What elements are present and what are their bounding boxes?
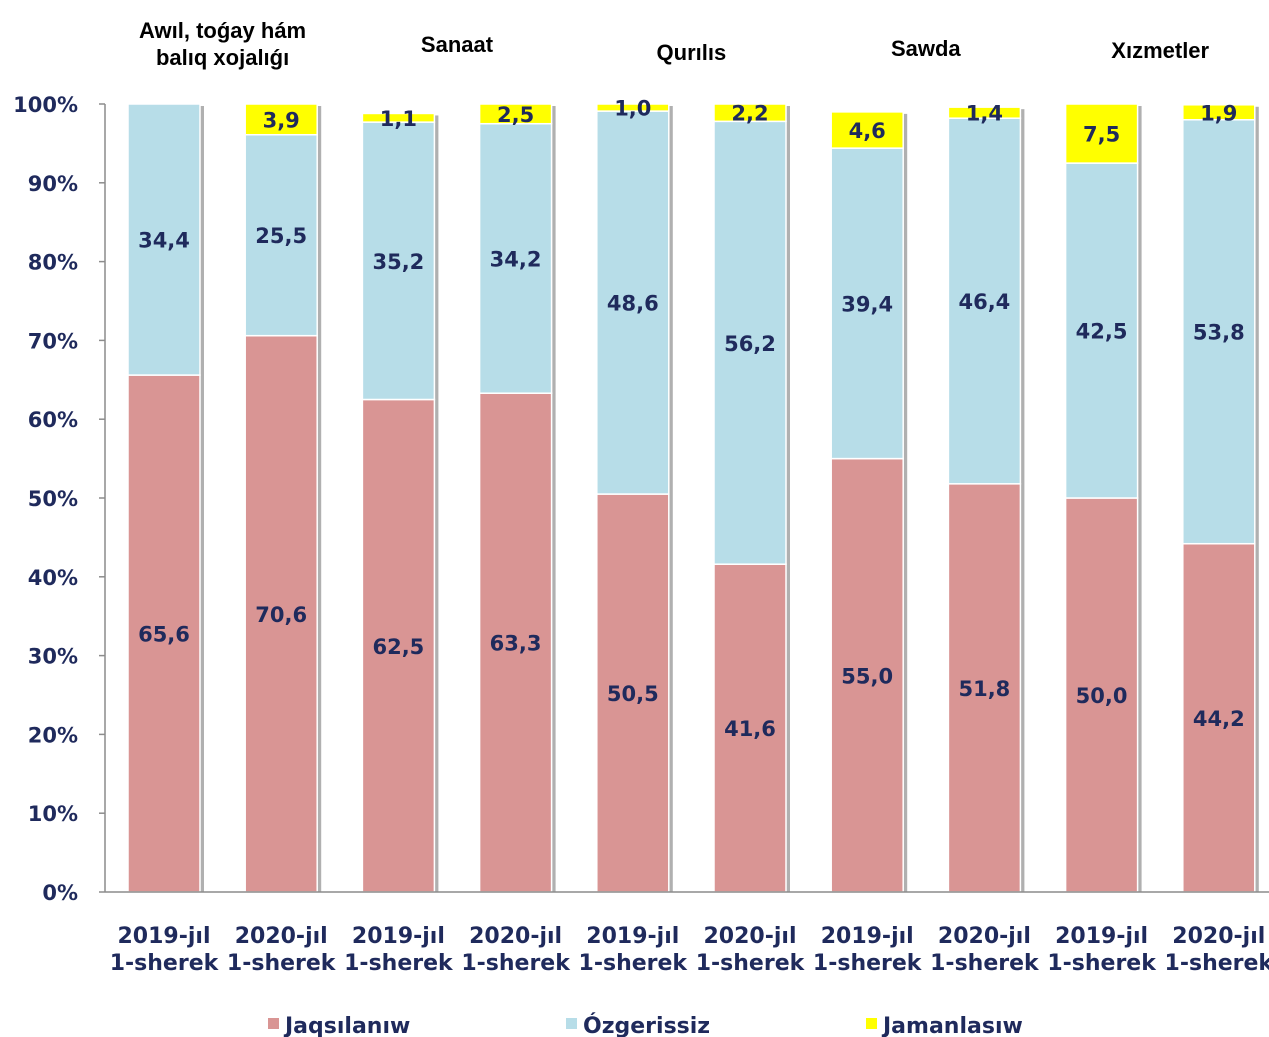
data-label: 50,0 xyxy=(1076,684,1128,708)
x-tick-label: 2019-jıl 1-sherek xyxy=(344,924,454,976)
bar-segment-1 xyxy=(830,147,904,460)
bar-segment-2 xyxy=(244,103,318,136)
x-tick-label: 2019-jıl 1-sherek xyxy=(1047,924,1157,976)
bar-stack: 41,6 56,2 2,2 xyxy=(713,102,790,893)
data-label: 48,6 xyxy=(607,292,659,316)
legend-swatch xyxy=(268,1018,279,1029)
bar-stack: 65,6 34,4 xyxy=(127,103,204,893)
data-label: 1,0 xyxy=(614,97,651,121)
data-label: 1,4 xyxy=(966,102,1003,126)
group-title: Xızmetler xyxy=(1111,38,1209,63)
data-label: 2,5 xyxy=(497,103,534,127)
y-axis: 0% 10% 20% 30% 40% 50% 60% 70% 80% 90% 100% xyxy=(13,93,106,905)
data-label: 55,0 xyxy=(841,664,893,688)
data-label: 62,5 xyxy=(372,635,424,659)
y-tick-label: 90% xyxy=(28,172,78,196)
y-tick-label: 70% xyxy=(28,329,78,353)
data-label: 34,4 xyxy=(138,229,190,253)
bar-segment-2 xyxy=(361,112,436,123)
group-title: Sawda xyxy=(891,36,961,61)
data-label: 3,9 xyxy=(263,108,300,132)
bar-segment-1 xyxy=(127,103,201,376)
bar-segment-1 xyxy=(244,133,318,337)
bar-stack: 51,8 46,4 1,4 xyxy=(947,102,1025,893)
bar-segment-2 xyxy=(830,111,904,149)
y-tick-label: 10% xyxy=(28,802,78,826)
x-tick-label: 2019-jıl 1-sherek xyxy=(110,924,220,976)
bar-segment-1 xyxy=(947,117,1022,485)
bar-segment-0 xyxy=(127,374,201,893)
x-tick-label: 2020-jıl 1-sherek xyxy=(930,924,1040,976)
data-label: 46,4 xyxy=(958,290,1010,314)
x-tick-label: 2020-jıl 1-sherek xyxy=(461,924,571,976)
x-tick-label: 2019-jıl 1-sherek xyxy=(813,924,923,976)
bar-segment-1 xyxy=(596,110,670,495)
bar-segment-1 xyxy=(713,120,787,565)
data-label: 7,5 xyxy=(1083,123,1120,147)
data-label: 39,4 xyxy=(841,292,893,316)
bar-stack: 50,5 48,6 1,0 xyxy=(596,97,673,893)
data-label: 51,8 xyxy=(958,677,1010,701)
bar-segment-2 xyxy=(1182,104,1256,121)
bar-stack: 70,6 25,5 3,9 xyxy=(244,103,322,893)
group-title: Sanaat xyxy=(421,32,494,57)
bar-stack: 63,3 34,2 2,5 xyxy=(478,103,556,893)
group-titles: Awıl, toǵay hám balıq xojalıǵı Sanaat Qurıl… xyxy=(139,18,1209,70)
bar-stack: 55,0 39,4 4,6 xyxy=(830,111,908,893)
plot-area: 65,6 34,4 70,6 25,5 3,9 62,5 35,2 1,1 63,3 34,2 2,… xyxy=(127,97,1259,893)
group-title: Qurılıs xyxy=(657,40,727,65)
data-label: 34,2 xyxy=(490,247,542,271)
y-tick-label: 40% xyxy=(28,566,78,590)
legend-label: Jaqsılanıw xyxy=(283,1014,410,1037)
legend: Jaqsılanıw Ózgerissiz Jamanlasıw xyxy=(268,1013,1023,1037)
bar-segment-2 xyxy=(1064,103,1139,164)
x-tick-label: 2020-jıl 1-sherek xyxy=(1165,924,1269,976)
legend-label: Jamanlasıw xyxy=(881,1014,1023,1037)
data-label: 70,6 xyxy=(255,603,307,627)
bar-segment-2 xyxy=(478,103,553,125)
data-label: 1,9 xyxy=(1200,101,1237,125)
y-tick-label: 100% xyxy=(13,93,78,117)
x-tick-label: 2020-jıl 1-sherek xyxy=(227,924,337,976)
legend-label: Ózgerissiz xyxy=(583,1013,710,1037)
x-tick-label: 2020-jıl 1-sherek xyxy=(696,924,806,976)
data-label: 35,2 xyxy=(372,250,424,274)
bar-stack: 50,0 42,5 7,5 xyxy=(1064,103,1142,893)
bar-stack: 44,2 53,8 1,9 xyxy=(1182,101,1259,893)
bar-segment-0 xyxy=(1064,497,1139,893)
y-tick-label: 60% xyxy=(28,408,78,432)
bar-segment-2 xyxy=(947,106,1022,119)
group-title: Awıl, toǵay hám balıq xojalıǵı xyxy=(139,18,306,70)
data-label: 50,5 xyxy=(607,682,659,706)
bar-segment-2 xyxy=(596,103,670,112)
bar-segment-1 xyxy=(1182,119,1256,545)
bar-segment-1 xyxy=(1064,162,1139,499)
y-tick-label: 20% xyxy=(28,723,78,747)
y-tick-label: 0% xyxy=(42,881,78,905)
y-tick-label: 80% xyxy=(28,251,78,275)
data-label: 2,2 xyxy=(731,102,768,126)
data-label: 25,5 xyxy=(255,224,307,248)
data-label: 1,1 xyxy=(380,107,417,131)
data-label: 41,6 xyxy=(724,717,776,741)
data-label: 56,2 xyxy=(724,332,776,356)
data-label: 53,8 xyxy=(1193,321,1245,345)
y-tick-label: 30% xyxy=(28,645,78,669)
bar-segment-2 xyxy=(713,103,787,123)
bar-stack: 62,5 35,2 1,1 xyxy=(361,107,439,893)
x-tick-label: 2019-jıl 1-sherek xyxy=(579,924,689,976)
y-tick-label: 50% xyxy=(28,487,78,511)
data-label: 4,6 xyxy=(849,119,886,143)
data-label: 44,2 xyxy=(1193,707,1245,731)
legend-swatch xyxy=(866,1018,877,1029)
data-label: 65,6 xyxy=(138,623,190,647)
bar-segment-0 xyxy=(713,563,787,893)
data-label: 63,3 xyxy=(490,632,542,656)
data-label: 42,5 xyxy=(1076,320,1128,344)
bar-segment-0 xyxy=(947,483,1022,893)
legend-swatch xyxy=(566,1018,577,1029)
bar-segment-1 xyxy=(361,121,436,401)
